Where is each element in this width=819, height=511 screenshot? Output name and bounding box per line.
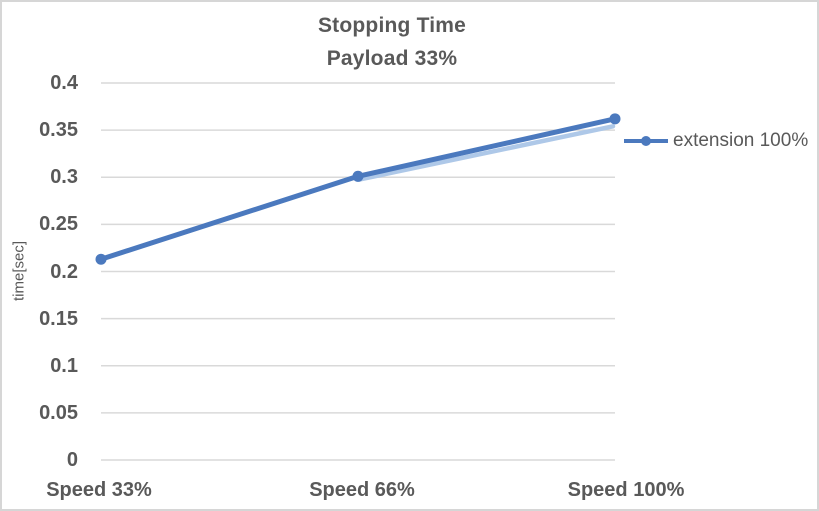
y-tick-label: 0.1 (50, 354, 78, 377)
x-category-label: Speed 100% (567, 479, 685, 501)
y-tick-label: 0.3 (50, 166, 78, 189)
series-line-shadow (355, 124, 616, 183)
y-tick-label: 0.4 (50, 72, 78, 94)
y-tick-label: 0.05 (39, 401, 78, 424)
y-tick-label: 0.35 (39, 119, 78, 142)
y-tick-label: 0.25 (39, 213, 78, 236)
legend-label: extension 100% (673, 130, 809, 151)
data-point-marker (95, 253, 107, 265)
y-tick-label: 0.2 (50, 260, 78, 283)
legend-line-marker-icon (624, 136, 668, 146)
chart-title-line2: Payload 33% (326, 47, 458, 70)
legend: extension 100% (623, 130, 808, 152)
y-tick-label: 0 (66, 449, 78, 471)
y-tick-label: 0.15 (39, 307, 78, 330)
data-point-marker (352, 170, 364, 182)
chart-title-line1: Stopping Time (317, 14, 467, 37)
data-point-marker (609, 113, 621, 125)
x-category-label: Speed 66% (309, 479, 415, 501)
x-category-label: Speed 33% (46, 479, 152, 501)
chart-title: Stopping Time Payload 33% (2, 9, 782, 75)
